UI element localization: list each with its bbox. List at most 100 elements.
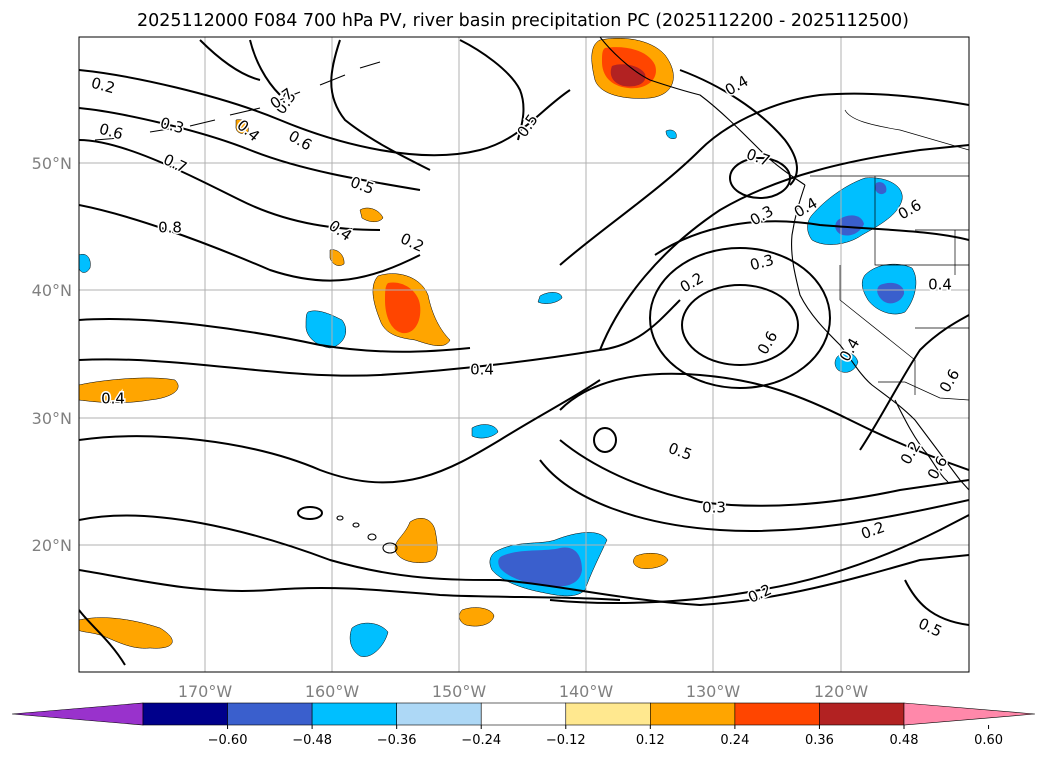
precip-small-blue-1 bbox=[537, 292, 563, 304]
colorbar-cell bbox=[650, 702, 736, 726]
us-state-border-1 bbox=[874, 176, 969, 266]
pv-contour-line bbox=[559, 372, 969, 471]
map-frame bbox=[78, 36, 970, 673]
lon-label-150w: 150°W bbox=[432, 682, 487, 701]
pv-contour-line bbox=[459, 39, 525, 141]
colorbar-tick-label: −0.36 bbox=[377, 733, 417, 748]
lat-label-40n: 40°N bbox=[32, 281, 72, 300]
pv-contour-line bbox=[679, 69, 798, 186]
colorbar-tick-label: −0.48 bbox=[292, 733, 332, 748]
pv-contour-line bbox=[249, 39, 281, 96]
colorbar-cell bbox=[480, 702, 567, 726]
pv-contour-line bbox=[199, 39, 261, 81]
colorbar-cells bbox=[142, 702, 905, 726]
lon-label-160w: 160°W bbox=[305, 682, 360, 701]
us-state-border-2 bbox=[839, 265, 916, 395]
precip-small-orange-3 bbox=[359, 207, 384, 222]
lon-label-120w: 120°W bbox=[814, 682, 869, 701]
precip-midpac-red bbox=[385, 282, 421, 334]
contour-label: 0.4 bbox=[470, 361, 494, 379]
precip-hawaii-orange bbox=[394, 518, 438, 563]
precip-sw-orange bbox=[79, 617, 173, 649]
aleutian-islands bbox=[94, 61, 381, 141]
precip-alaska-darkred bbox=[610, 64, 646, 87]
lat-label-30n: 30°N bbox=[32, 409, 72, 428]
interior-border bbox=[844, 109, 969, 151]
pv-contour-loop bbox=[649, 247, 831, 389]
precip-small-orange-5 bbox=[235, 119, 249, 134]
colorbar-cell bbox=[311, 702, 397, 726]
pv-contour-line bbox=[559, 92, 969, 266]
island-oahu bbox=[352, 522, 360, 528]
pv-contour-line bbox=[79, 69, 571, 157]
colorbar-ticks: −0.60 −0.48 −0.36 −0.24 −0.12 0.12 0.24 0.36 0.4… bbox=[208, 725, 1003, 748]
colorbar-tick-label: −0.12 bbox=[546, 733, 586, 748]
colorbar-tick-label: −0.24 bbox=[461, 733, 501, 748]
precip-ca-darkblue-1b bbox=[875, 182, 887, 195]
pv-contour-line bbox=[79, 107, 421, 191]
pv-contour-line bbox=[654, 220, 969, 256]
lon-label-170w: 170°W bbox=[178, 682, 233, 701]
precip-south-darkblue bbox=[498, 547, 582, 587]
colorbar-tick-label: −0.60 bbox=[208, 733, 248, 748]
pv-contours bbox=[79, 39, 969, 666]
precip-small-blue-3 bbox=[349, 622, 389, 657]
pv-contour-line bbox=[859, 314, 969, 451]
colorbar-tick-label: 0.36 bbox=[805, 733, 834, 748]
precip-ca-darkblue-2 bbox=[877, 282, 905, 304]
precip-ca-darkblue-1 bbox=[835, 215, 864, 236]
island-kauai bbox=[336, 515, 344, 521]
precip-small-orange-2 bbox=[633, 552, 669, 569]
colorbar-cell bbox=[396, 702, 482, 726]
precip-small-blue-4 bbox=[79, 254, 91, 273]
contour-label: 0.4 bbox=[101, 390, 125, 408]
island-maui bbox=[367, 533, 377, 541]
colorbar-tick-label: 0.60 bbox=[974, 733, 1003, 748]
colorbar-extend-high bbox=[903, 702, 1036, 726]
lat-label-50n: 50°N bbox=[32, 154, 72, 173]
lat-label-20n: 20°N bbox=[32, 536, 72, 555]
contour-label: 0.3 bbox=[702, 499, 726, 517]
pv-contour-line bbox=[79, 379, 601, 484]
lon-label-140w: 140°W bbox=[559, 682, 614, 701]
colorbar-cell bbox=[734, 702, 820, 726]
pv-contour-line bbox=[330, 39, 431, 171]
pv-contour-line bbox=[79, 204, 421, 282]
colorbar: −0.60 −0.48 −0.36 −0.24 −0.12 0.12 0.24 0.36 0.4… bbox=[11, 702, 1036, 748]
pv-contour-line bbox=[79, 569, 621, 601]
precip-small-blue-2 bbox=[471, 424, 499, 439]
colorbar-tick-label: 0.48 bbox=[890, 733, 919, 748]
pv-contour-line bbox=[79, 299, 681, 377]
pv-contour-line bbox=[79, 514, 969, 607]
longitude-labels: 170°W 160°W 150°W 140°W 130°W 120°W bbox=[178, 682, 869, 701]
precip-ca-blue-1 bbox=[807, 177, 903, 245]
colorbar-cell bbox=[142, 702, 228, 726]
pv-contour-line bbox=[79, 139, 381, 231]
pv-contour-line bbox=[79, 318, 471, 353]
pv-contour-loop bbox=[729, 157, 791, 199]
precip-west-orange bbox=[79, 377, 179, 403]
pv-contour-line bbox=[599, 144, 969, 351]
colorbar-cell bbox=[227, 702, 313, 726]
latitude-labels: 50°N 40°N 30°N 20°N bbox=[32, 154, 72, 555]
figure-title: 2025112000 F084 700 hPa PV, river basin … bbox=[137, 11, 909, 31]
pv-contour-loop bbox=[297, 506, 323, 520]
colorbar-tick-label: 0.12 bbox=[636, 733, 665, 748]
contour-label: 0.4 bbox=[928, 276, 952, 294]
pv-contour-line bbox=[904, 579, 969, 626]
pv-contour-line bbox=[79, 609, 126, 666]
pv-contour-line bbox=[549, 514, 969, 604]
contour-label: 0.8 bbox=[158, 219, 182, 237]
contour-label: 0.3 bbox=[748, 251, 776, 275]
precip-small-blue-5 bbox=[665, 129, 677, 139]
colorbar-tick-label: 0.24 bbox=[720, 733, 749, 748]
north-america-coast bbox=[791, 184, 969, 491]
colorbar-cell bbox=[565, 702, 651, 726]
colorbar-extend-low bbox=[11, 702, 144, 726]
pv-contour-loop bbox=[681, 284, 799, 366]
mexico-border bbox=[878, 381, 969, 401]
pv-contour-line bbox=[539, 459, 969, 532]
graticule bbox=[79, 37, 969, 672]
pv-contour-line bbox=[559, 439, 969, 507]
